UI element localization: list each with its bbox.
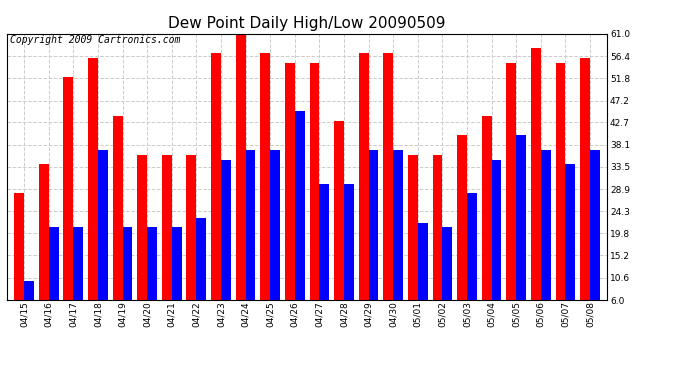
Bar <box>457 135 467 329</box>
Text: Copyright 2009 Cartronics.com: Copyright 2009 Cartronics.com <box>10 35 180 45</box>
Bar <box>270 150 280 329</box>
Bar <box>112 116 123 329</box>
Bar <box>14 194 24 329</box>
Bar <box>442 227 452 329</box>
Bar <box>344 184 354 329</box>
Bar <box>147 227 157 329</box>
Bar <box>236 34 246 329</box>
Bar <box>359 53 368 329</box>
Bar <box>565 165 575 329</box>
Bar <box>334 121 344 329</box>
Bar <box>63 77 73 329</box>
Bar <box>310 63 319 329</box>
Bar <box>580 58 590 329</box>
Bar <box>506 63 516 329</box>
Bar <box>73 227 83 329</box>
Bar <box>260 53 270 329</box>
Bar <box>186 155 197 329</box>
Bar <box>295 111 304 329</box>
Bar <box>319 184 329 329</box>
Bar <box>393 150 403 329</box>
Bar <box>197 218 206 329</box>
Bar <box>246 150 255 329</box>
Bar <box>162 155 172 329</box>
Bar <box>384 53 393 329</box>
Bar <box>39 165 49 329</box>
Bar <box>211 53 221 329</box>
Bar <box>417 222 428 329</box>
Bar <box>590 150 600 329</box>
Bar <box>368 150 378 329</box>
Bar <box>172 227 181 329</box>
Bar <box>98 150 108 329</box>
Bar <box>433 155 442 329</box>
Bar <box>88 58 98 329</box>
Bar <box>541 150 551 329</box>
Title: Dew Point Daily High/Low 20090509: Dew Point Daily High/Low 20090509 <box>168 16 446 31</box>
Bar <box>221 160 230 329</box>
Bar <box>24 280 34 329</box>
Bar <box>408 155 417 329</box>
Bar <box>516 135 526 329</box>
Bar <box>555 63 565 329</box>
Bar <box>482 116 491 329</box>
Bar <box>123 227 132 329</box>
Bar <box>49 227 59 329</box>
Bar <box>137 155 147 329</box>
Bar <box>467 194 477 329</box>
Bar <box>491 160 502 329</box>
Bar <box>531 48 541 329</box>
Bar <box>285 63 295 329</box>
